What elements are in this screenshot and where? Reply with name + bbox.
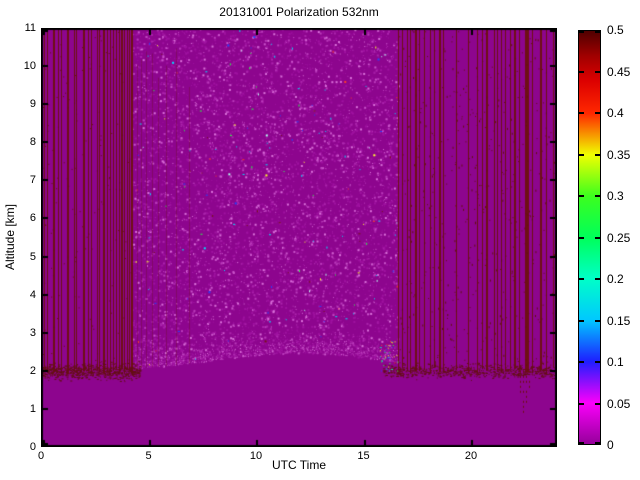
colorbar-tick-label: 0.2 (607, 272, 624, 286)
y-tick-label: 8 (29, 136, 36, 149)
colorbar-tick-label: 0.4 (607, 106, 624, 120)
y-tick-label: 0 (29, 441, 36, 453)
colorbar-tick-label: 0.25 (607, 230, 631, 245)
colorbar (578, 30, 601, 445)
colorbar-tick-label: 0.15 (607, 313, 631, 328)
colorbar-tick (595, 31, 600, 33)
colorbar-tick (579, 442, 584, 444)
colorbar-tick (595, 195, 600, 197)
colorbar-tick-label: 0.3 (607, 189, 624, 203)
y-tick-label: 2 (29, 364, 36, 377)
colorbar-tick-label: 0.1 (607, 355, 624, 369)
colorbar-tick (579, 361, 584, 363)
x-axis-label: UTC Time (272, 458, 326, 472)
colorbar-tick-label: 0.5 (607, 23, 624, 37)
y-tick-label: 10 (23, 60, 36, 73)
colorbar-tick (595, 70, 600, 73)
y-tick-label: 3 (29, 326, 36, 339)
colorbar-tick (579, 195, 584, 197)
x-tick-label: 20 (464, 450, 478, 462)
x-tick-label: 15 (357, 450, 370, 462)
colorbar-tick (595, 153, 600, 156)
y-tick-label: 5 (29, 250, 36, 263)
y-tick-label: 9 (29, 98, 36, 111)
y-tick-label: 4 (29, 288, 36, 301)
colorbar-tick (579, 112, 584, 114)
colorbar-tick (595, 236, 600, 239)
colorbar-tick-label: 0.35 (607, 147, 631, 162)
colorbar-tick (595, 361, 600, 363)
x-tick-label: 5 (145, 450, 152, 462)
colorbar-tick (579, 236, 584, 239)
y-tick-label: 1 (29, 402, 36, 415)
colorbar-tick (579, 319, 584, 322)
colorbar-tick (595, 112, 600, 114)
colorbar-tick-label: 0.05 (607, 396, 631, 411)
colorbar-tick (595, 278, 600, 280)
colorbar-tick (579, 153, 584, 156)
colorbar-tick (579, 278, 584, 280)
colorbar-tick (579, 70, 584, 73)
x-tick-label: 0 (37, 450, 45, 462)
y-tick-label: 11 (24, 22, 36, 34)
colorbar-tick (595, 442, 600, 444)
colorbar-tick (595, 319, 600, 322)
x-tick-label: 10 (249, 450, 263, 462)
y-tick-label: 7 (29, 174, 36, 187)
heatmap-canvas (41, 28, 557, 447)
colorbar-tick-label: 0.45 (607, 64, 631, 79)
colorbar-tick (595, 402, 600, 405)
plot-title: 20131001 Polarization 532nm (219, 5, 379, 19)
colorbar-tick (579, 31, 584, 33)
y-tick-label: 6 (29, 212, 36, 225)
colorbar-tick-label: 0 (607, 438, 614, 452)
colorbar-tick (579, 402, 584, 405)
